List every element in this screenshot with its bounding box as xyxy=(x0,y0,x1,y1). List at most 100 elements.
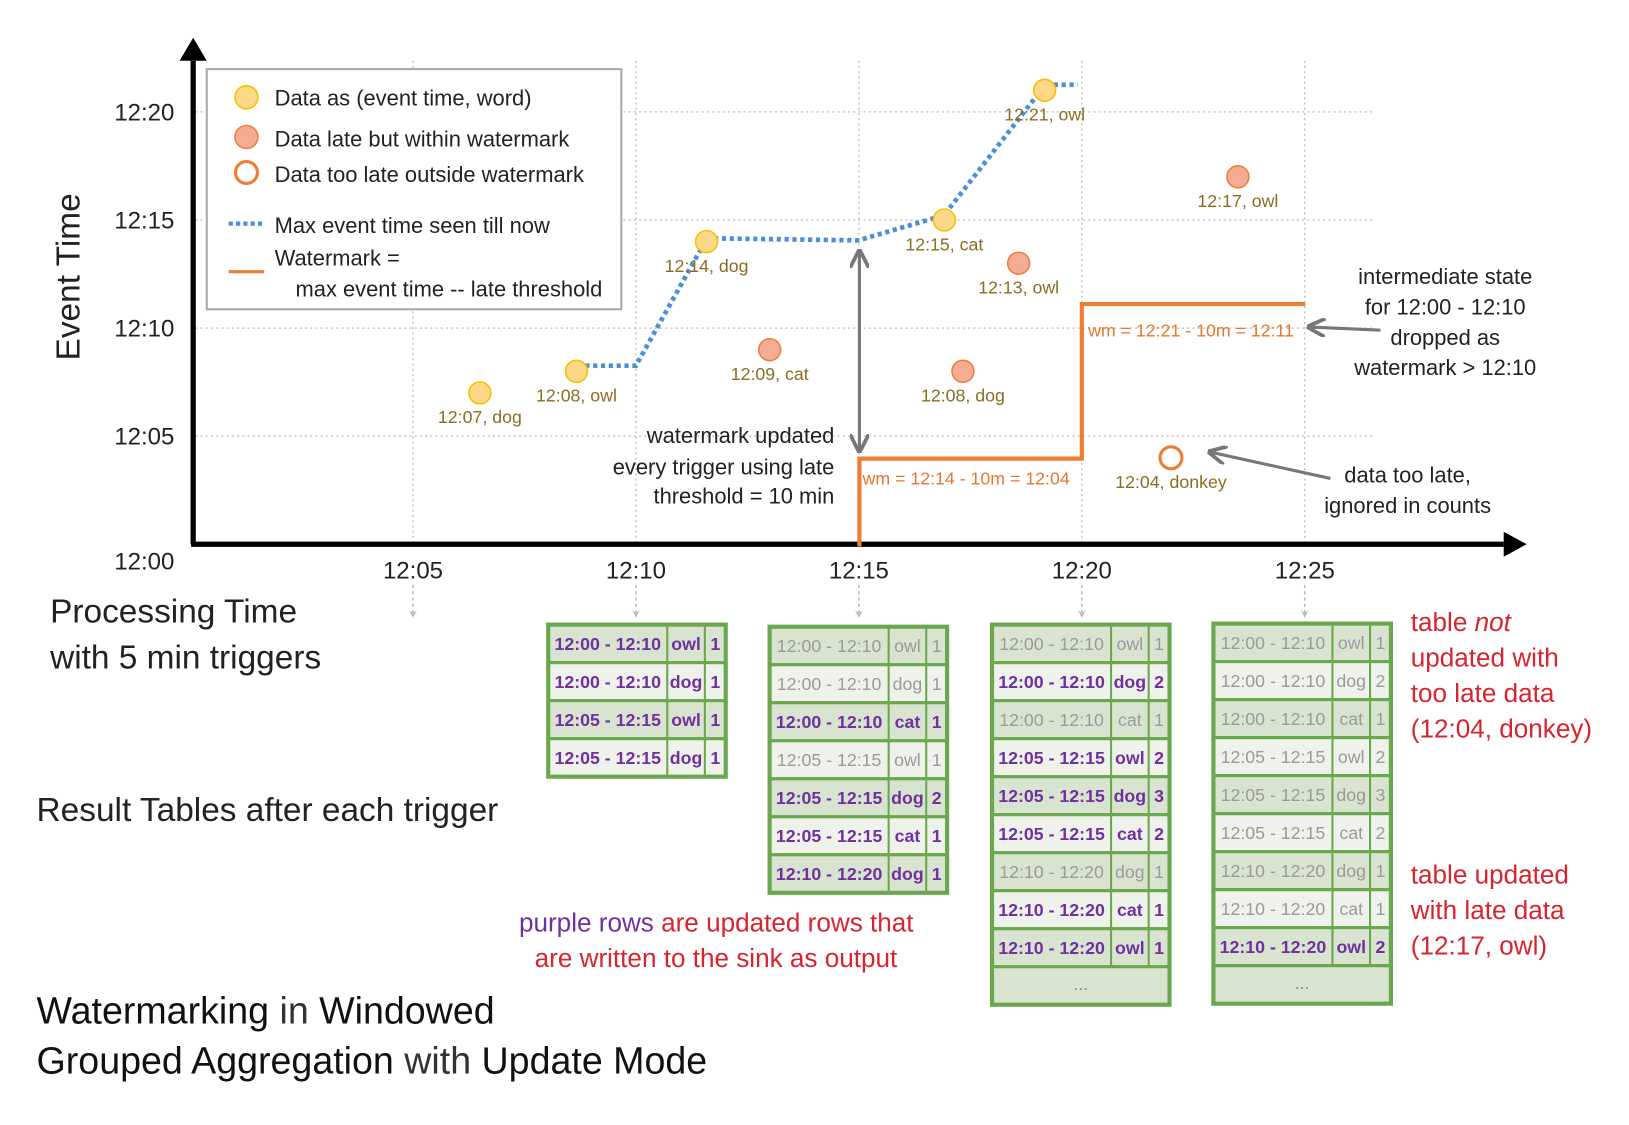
table-cell-word: cat xyxy=(1117,824,1143,844)
table-cell-count: 1 xyxy=(1154,900,1164,920)
table-row: 12:05 - 12:15 owl 1 xyxy=(768,739,949,781)
data-point-label: 12:15, cat xyxy=(905,234,983,254)
table-row: 12:00 - 12:10 dog 2 xyxy=(990,661,1172,703)
table-cell-word: dog xyxy=(670,748,703,768)
state-dropped-arrow xyxy=(1311,327,1381,330)
result-table-1215: 12:00 - 12:10 owl 112:00 - 12:10 dog 112:00 … xyxy=(767,624,950,895)
table-cell-word: dog xyxy=(1336,861,1366,881)
svg-text:dropped as: dropped as xyxy=(1390,325,1500,350)
table-cell-count: 1 xyxy=(1376,899,1386,919)
table-cell-window: 12:05 - 12:15 xyxy=(1221,823,1326,843)
legend-too-late: Data too late outside watermark xyxy=(275,162,584,187)
result-table-1210: 12:00 - 12:10 owl 112:00 - 12:10 dog 112:05 … xyxy=(546,622,728,779)
table-cell-word: dog xyxy=(1114,786,1147,806)
table-cell-window: 12:10 - 12:20 xyxy=(1221,899,1326,919)
result-tables-label: Result Tables after each trigger xyxy=(37,792,499,829)
table-cell-word: cat xyxy=(1118,710,1142,730)
svg-text:with late data: with late data xyxy=(1410,895,1565,925)
wm-updated-note: watermark updated every trigger using la… xyxy=(613,423,835,509)
result-tables: 12:00 - 12:10 owl 112:00 - 12:10 dog 112:05 … xyxy=(546,621,1394,1007)
on-time-marker-icon xyxy=(234,85,259,110)
svg-text:every trigger using late: every trigger using late xyxy=(613,454,835,479)
x-tick-label: 12:20 xyxy=(1052,558,1112,585)
table-cell-window: 12:00 - 12:10 xyxy=(1221,671,1326,691)
table-cell-window: 12:05 - 12:15 xyxy=(1221,747,1326,767)
data-point-late xyxy=(1226,165,1250,189)
table-cell-window: 12:10 - 12:20 xyxy=(1220,937,1327,957)
table-more-ellipsis: ... xyxy=(1073,974,1088,994)
legend-watermark: Watermark = xyxy=(275,245,400,270)
data-point-on-time xyxy=(694,229,719,254)
table-cell-window: 12:05 - 12:15 xyxy=(777,750,882,770)
x-tick-label: 12:05 xyxy=(383,558,443,585)
table-cell-window: 12:00 - 12:10 xyxy=(554,672,661,692)
table-border xyxy=(767,624,950,895)
table-row: 12:10 - 12:20 dog 1 xyxy=(990,851,1172,893)
table-row: 12:00 - 12:10 dog 2 xyxy=(1211,660,1393,702)
table-cell-window: 12:05 - 12:15 xyxy=(1221,785,1326,805)
table-cell-count: 1 xyxy=(1376,861,1386,881)
x-tick-labels: 12:05 12:10 12:15 12:20 12:25 xyxy=(383,558,1335,585)
table-cell-word: dog xyxy=(670,672,703,692)
x-tick-label: 12:15 xyxy=(829,558,889,585)
data-point-label: 12:21, owl xyxy=(1004,105,1085,125)
too-late-arrow xyxy=(1211,452,1331,480)
table-cell-count: 2 xyxy=(1154,824,1164,844)
table-row: 12:10 - 12:20 cat 1 xyxy=(1211,888,1393,930)
table-cell-word: cat xyxy=(1117,900,1143,920)
table-cell-window: 12:10 - 12:20 xyxy=(998,900,1105,920)
x-tick-label: 12:10 xyxy=(606,558,666,585)
table-cell-window: 12:00 - 12:10 xyxy=(554,634,661,654)
y-axis-label: Event Time xyxy=(50,193,87,360)
table-cell-word: owl xyxy=(671,710,701,730)
table-cell-word: owl xyxy=(894,750,921,770)
svg-text:table not: table not xyxy=(1411,607,1513,637)
x-axis-arrow-icon xyxy=(1503,531,1527,557)
table-row: 12:05 - 12:15 cat 2 xyxy=(1211,812,1393,854)
data-point-label: 12:17, owl xyxy=(1197,191,1278,211)
table-row: 12:10 - 12:20 dog 1 xyxy=(1211,850,1393,892)
table-row: 12:05 - 12:15 owl 2 xyxy=(1211,736,1393,778)
table-cell-word: owl xyxy=(1336,937,1366,957)
table-row: 12:10 - 12:20 cat 1 xyxy=(990,889,1172,931)
data-point-label: 12:13, owl xyxy=(978,278,1059,298)
data-point-label: 12:14, dog xyxy=(665,256,749,276)
state-dropped-note: intermediate state for 12:00 - 12:10 dro… xyxy=(1353,264,1536,380)
table-cell-window: 12:00 - 12:10 xyxy=(999,634,1104,654)
x-axis-label: Processing Time xyxy=(50,594,297,631)
table-cell-count: 1 xyxy=(1154,710,1164,730)
updated-late-note: table updated with late data (12:17, owl… xyxy=(1410,860,1569,961)
table-cell-count: 2 xyxy=(1376,747,1386,767)
table-cell-word: dog xyxy=(1336,785,1366,805)
table-row: 12:05 - 12:15 owl 2 xyxy=(990,737,1172,779)
table-cell-window: 12:00 - 12:10 xyxy=(776,712,883,732)
table-cell-window: 12:05 - 12:15 xyxy=(998,786,1105,806)
table-cell-word: owl xyxy=(1115,748,1145,768)
y-tick-labels: 12:00 12:05 12:10 12:15 12:20 xyxy=(114,99,174,575)
table-cell-count: 1 xyxy=(710,710,720,730)
table-row: 12:05 - 12:15 owl 1 xyxy=(546,699,728,741)
table-cell-count: 1 xyxy=(1154,862,1164,882)
table-cell-word: dog xyxy=(1336,671,1366,691)
late-marker-icon xyxy=(234,124,259,150)
not-updated-note: table not updated with too late data (12… xyxy=(1411,607,1592,744)
y-tick-label: 12:05 xyxy=(114,424,174,451)
legend-max-line: Max event time seen till now xyxy=(275,213,550,238)
svg-text:data too late,: data too late, xyxy=(1344,463,1471,488)
data-points: 12:07, dog 12:08, owl 12:14, dog 12:09, cat… xyxy=(438,78,1278,492)
table-cell-word: cat xyxy=(895,826,921,846)
table-cell-window: 12:10 - 12:20 xyxy=(998,938,1105,958)
table-cell-count: 1 xyxy=(710,634,720,654)
table-cell-window: 12:00 - 12:10 xyxy=(1221,633,1326,653)
result-table-1220: 12:00 - 12:10 owl 112:00 - 12:10 dog 212:00 … xyxy=(989,622,1172,1007)
table-row: 12:00 - 12:10 owl 1 xyxy=(546,623,728,665)
table-cell-window: 12:10 - 12:20 xyxy=(1221,861,1326,881)
y-axis-arrow-icon xyxy=(179,37,207,61)
table-cell-word: owl xyxy=(1338,633,1365,653)
table-cell-word: owl xyxy=(894,636,921,656)
table-cell-word: owl xyxy=(1115,938,1145,958)
table-row: 12:00 - 12:10 cat 1 xyxy=(768,701,949,743)
table-cell-word: dog xyxy=(891,788,924,808)
table-cell-window: 12:00 - 12:10 xyxy=(998,672,1105,692)
